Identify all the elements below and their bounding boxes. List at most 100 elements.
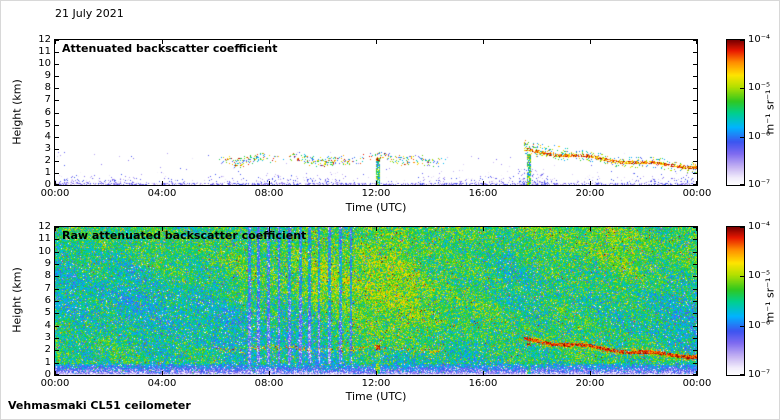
axis-tick-mark bbox=[693, 52, 697, 53]
axis-tick-mark bbox=[696, 371, 697, 375]
axis-tick-mark bbox=[693, 113, 697, 114]
axis-tick-mark bbox=[740, 40, 744, 41]
axis-tick-mark bbox=[269, 371, 270, 375]
x-tick-label: 16:00 bbox=[468, 188, 498, 199]
y-tick-label: 9 bbox=[44, 258, 51, 269]
y-tick-label: 5 bbox=[44, 118, 51, 130]
axis-tick-mark bbox=[55, 326, 59, 327]
y-tick-label: 10 bbox=[38, 58, 51, 70]
axis-tick-mark bbox=[55, 40, 59, 41]
plot-title-bottom: Raw attenuated backscatter coefficient bbox=[62, 229, 307, 242]
colorbar-unit-bottom: m⁻¹ sr⁻¹ bbox=[763, 277, 777, 323]
y-tick-label: 3 bbox=[44, 142, 51, 154]
axis-tick-mark bbox=[55, 113, 59, 114]
axis-tick-mark bbox=[55, 227, 56, 231]
axis-tick-mark bbox=[55, 125, 59, 126]
axis-tick-mark bbox=[693, 326, 697, 327]
axis-tick-mark bbox=[483, 181, 484, 185]
axis-tick-mark bbox=[696, 40, 697, 44]
x-axis-label-bottom: Time (UTC) bbox=[345, 390, 407, 403]
axis-tick-mark bbox=[162, 371, 163, 375]
axis-tick-mark bbox=[693, 338, 697, 339]
y-tick-label: 9 bbox=[44, 70, 51, 82]
date-label: 21 July 2021 bbox=[55, 7, 124, 20]
axis-tick-mark bbox=[693, 40, 697, 41]
raw-attenuated-backscatter-heatmap bbox=[55, 227, 697, 375]
x-tick-label: 00:00 bbox=[682, 378, 712, 389]
axis-tick-mark bbox=[376, 40, 377, 44]
axis-tick-mark bbox=[55, 252, 59, 253]
axis-tick-mark bbox=[740, 374, 744, 375]
axis-tick-mark bbox=[590, 371, 591, 375]
axis-tick-mark bbox=[693, 252, 697, 253]
axis-tick-mark bbox=[693, 363, 697, 364]
y-tick-label: 8 bbox=[44, 270, 51, 282]
colorbar-tick-label: 10⁻⁷ bbox=[748, 179, 771, 190]
axis-tick-mark bbox=[693, 137, 697, 138]
axis-tick-mark bbox=[693, 76, 697, 77]
axis-tick-mark bbox=[55, 64, 59, 65]
x-tick-label: 12:00 bbox=[361, 378, 391, 389]
y-tick-label: 3 bbox=[44, 332, 51, 343]
axis-tick-mark bbox=[483, 371, 484, 375]
axis-tick-mark bbox=[693, 239, 697, 240]
axis-tick-mark bbox=[693, 289, 697, 290]
axis-tick-mark bbox=[376, 181, 377, 185]
x-tick-label: 16:00 bbox=[468, 378, 498, 389]
axis-tick-mark bbox=[55, 313, 59, 314]
axis-tick-mark bbox=[55, 338, 59, 339]
axis-tick-mark bbox=[693, 88, 697, 89]
axis-tick-mark bbox=[55, 161, 59, 162]
axis-tick-mark bbox=[693, 184, 697, 185]
x-tick-label: 12:00 bbox=[361, 188, 391, 199]
axis-tick-mark bbox=[693, 313, 697, 314]
instrument-label: Vehmasmaki CL51 ceilometer bbox=[8, 399, 191, 412]
y-tick-label: 10 bbox=[38, 245, 51, 257]
axis-tick-mark bbox=[55, 239, 59, 240]
y-tick-label: 0 bbox=[44, 179, 51, 190]
axis-tick-mark bbox=[696, 181, 697, 185]
axis-tick-mark bbox=[693, 374, 697, 375]
x-tick-label: 20:00 bbox=[575, 188, 605, 199]
axis-tick-mark bbox=[693, 64, 697, 65]
y-tick-label: 11 bbox=[38, 46, 51, 58]
axis-tick-mark bbox=[162, 227, 163, 231]
axis-tick-mark bbox=[55, 184, 59, 185]
axis-tick-mark bbox=[269, 40, 270, 44]
y-tick-label: 8 bbox=[44, 82, 51, 94]
axis-tick-mark bbox=[55, 363, 59, 364]
axis-tick-mark bbox=[693, 161, 697, 162]
colorbar-gradient-bottom bbox=[727, 227, 744, 375]
axis-tick-mark bbox=[55, 52, 59, 53]
axis-tick-mark bbox=[693, 173, 697, 174]
axis-tick-mark bbox=[269, 227, 270, 231]
axis-tick-mark bbox=[55, 276, 59, 277]
colorbar-tick-label: 10⁻⁶ bbox=[748, 130, 771, 142]
colorbar-top bbox=[726, 39, 745, 186]
y-tick-label: 1 bbox=[44, 166, 51, 178]
colorbar-tick-label: 10⁻⁵ bbox=[748, 82, 771, 94]
colorbar-bottom bbox=[726, 226, 745, 376]
y-tick-label: 6 bbox=[44, 295, 51, 306]
axis-tick-mark bbox=[55, 264, 59, 265]
x-tick-label: 20:00 bbox=[575, 378, 605, 389]
y-tick-label: 4 bbox=[44, 130, 51, 142]
axis-tick-mark bbox=[162, 181, 163, 185]
axis-tick-mark bbox=[590, 227, 591, 231]
axis-tick-mark bbox=[693, 276, 697, 277]
axis-tick-mark bbox=[55, 88, 59, 89]
axis-tick-mark bbox=[483, 227, 484, 231]
y-axis-label-bottom: Height (km) bbox=[10, 267, 24, 333]
colorbar-tick-label: 10⁻⁵ bbox=[748, 270, 771, 282]
colorbar-tick-label: 10⁻⁷ bbox=[748, 369, 771, 380]
axis-tick-mark bbox=[740, 326, 744, 327]
y-tick-label: 7 bbox=[44, 94, 51, 106]
axis-tick-mark bbox=[55, 371, 56, 375]
y-tick-label: 2 bbox=[44, 154, 51, 166]
axis-tick-mark bbox=[55, 149, 59, 150]
y-axis-label-top: Height (km) bbox=[10, 79, 24, 145]
axis-tick-mark bbox=[376, 227, 377, 231]
axis-tick-mark bbox=[693, 350, 697, 351]
x-tick-label: 08:00 bbox=[254, 378, 284, 389]
